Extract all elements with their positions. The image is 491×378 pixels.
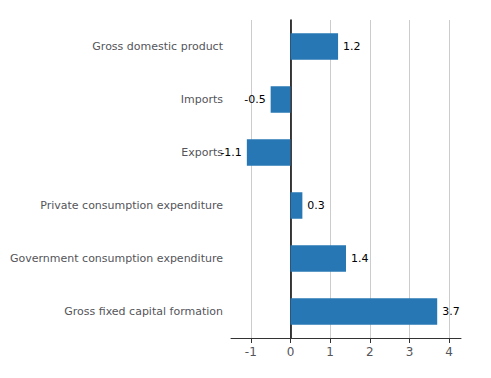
svg-text:Gross domestic product: Gross domestic product bbox=[92, 40, 223, 53]
svg-text:1.2: 1.2 bbox=[343, 40, 361, 53]
svg-text:-1: -1 bbox=[245, 345, 257, 359]
svg-text:1: 1 bbox=[326, 345, 334, 359]
svg-text:Imports: Imports bbox=[181, 93, 224, 106]
svg-text:0: 0 bbox=[287, 345, 295, 359]
svg-text:Gross fixed capital formation: Gross fixed capital formation bbox=[64, 305, 223, 318]
svg-text:0.3: 0.3 bbox=[307, 199, 325, 212]
svg-text:1.4: 1.4 bbox=[351, 252, 369, 265]
svg-text:-1.1: -1.1 bbox=[220, 146, 241, 159]
svg-text:Government consumption expendi: Government consumption expenditure bbox=[10, 252, 223, 265]
svg-text:-0.5: -0.5 bbox=[244, 93, 265, 106]
svg-text:3.7: 3.7 bbox=[442, 305, 460, 318]
svg-text:3: 3 bbox=[406, 345, 414, 359]
svg-text:4: 4 bbox=[445, 345, 453, 359]
svg-text:2: 2 bbox=[366, 345, 374, 359]
svg-text:Private consumption expenditur: Private consumption expenditure bbox=[40, 199, 223, 212]
svg-text:Exports: Exports bbox=[181, 146, 223, 159]
